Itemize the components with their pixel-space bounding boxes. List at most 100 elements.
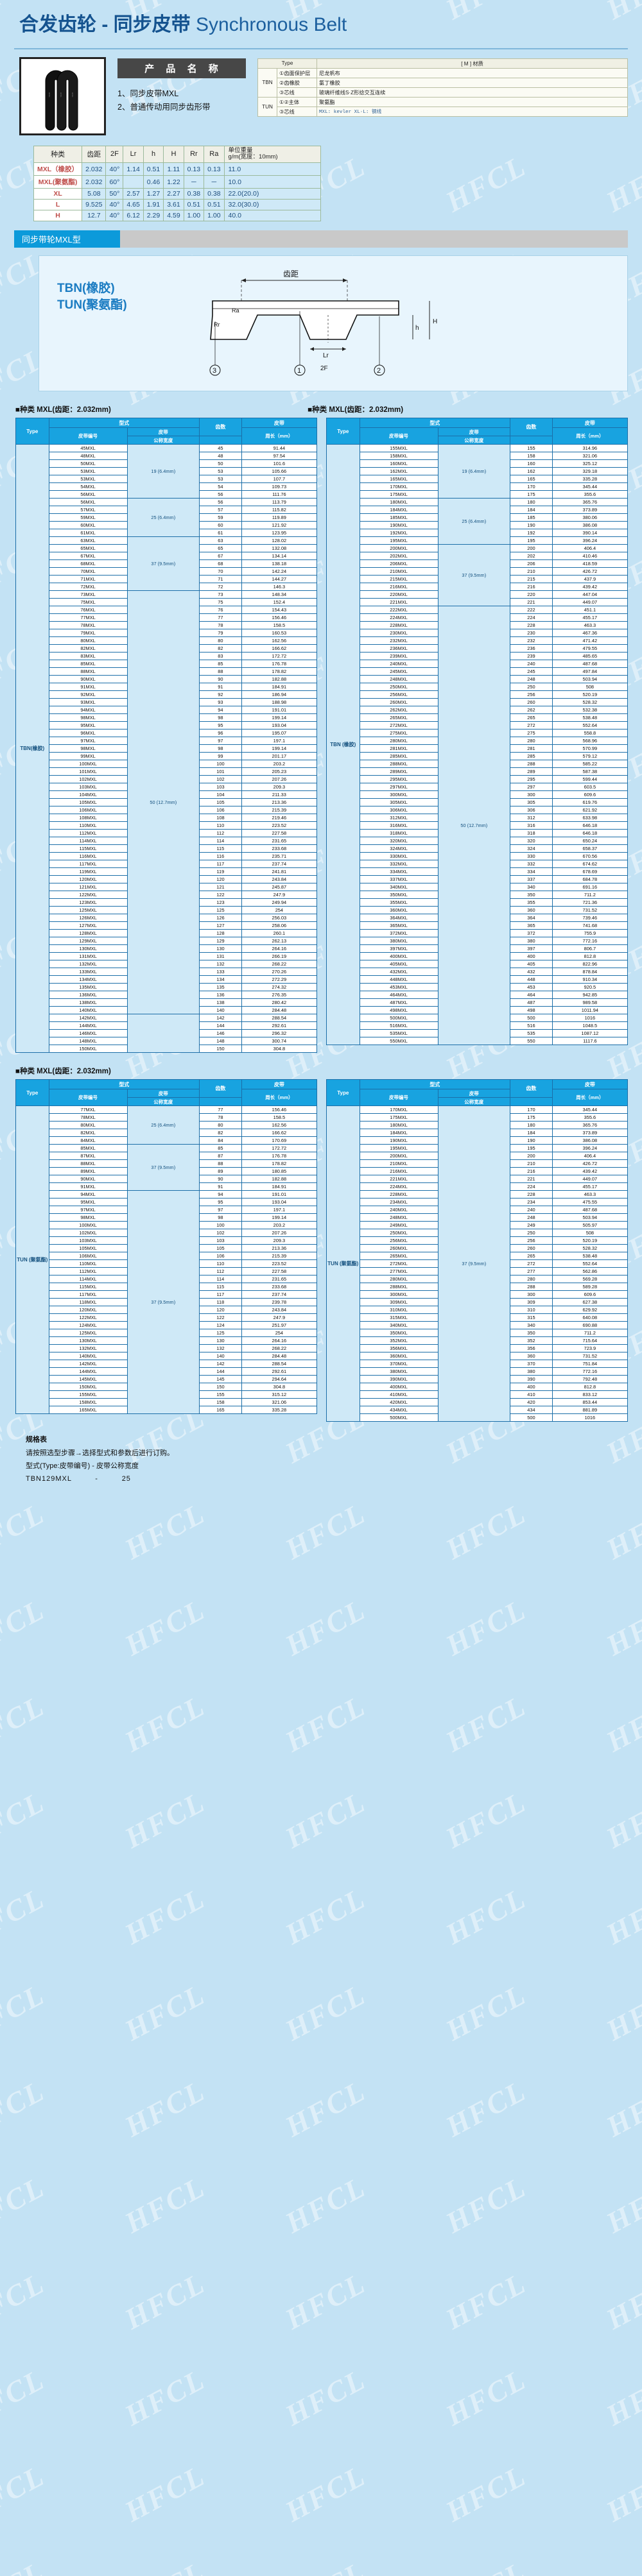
product-name-item: 2、普通传动用同步齿形带 [117, 103, 211, 112]
belt-model-cell: 516MXL [359, 1021, 438, 1030]
belt-length-cell: 528.32 [551, 698, 629, 707]
belt-length-cell: 579.12 [551, 752, 629, 761]
belt-model-cell: 85MXL [48, 1144, 128, 1153]
belt-model-cell: 206MXL [359, 559, 438, 568]
spec-weight-cell: 40.0 [223, 210, 321, 222]
belt-table-row: 250MXL 250 508 [327, 1229, 629, 1238]
belt-table-row: 140MXL 140 284.48 [16, 1006, 318, 1015]
belt-illustration-icon: HFCL HFCL HFCL [45, 70, 78, 130]
belt-table-row: 89MXL 89 180.85 [16, 1167, 318, 1176]
spec-value-cell: 9.525 [82, 199, 107, 211]
belt-table-row: 220MXL 220 447.04 [327, 590, 629, 599]
belt-length-cell: 115.82 [241, 506, 318, 515]
spec-kind-cell: MXL（橡胶） [33, 162, 83, 176]
belt-length-cell: 142.24 [241, 567, 318, 576]
belt-table-row: 165MXL 165 335.28 [16, 1406, 318, 1415]
belt-teeth-cell: 245 [510, 667, 553, 676]
belt-model-cell: 184MXL [359, 1129, 438, 1138]
belt-model-cell: 310MXL [359, 1306, 438, 1315]
belt-teeth-cell: 224 [510, 1182, 553, 1191]
belt-teeth-cell: 170 [510, 482, 553, 491]
belt-teeth-cell: 115 [199, 844, 242, 853]
belt-teeth-cell: 124 [199, 1321, 242, 1330]
belt-col-model: 皮带编号 [48, 1089, 128, 1107]
spec-table: 种类 齿距 2F Lr h H Rr Ra 单位重量 g/m(宽度：10mm) MXL（橡胶） 2.… [33, 145, 321, 222]
belt-length-cell: 148.34 [241, 590, 318, 599]
spec-kind-cell: H [33, 210, 83, 222]
belt-model-cell: 118MXL [48, 1298, 128, 1307]
material-type-cell: TBN [257, 67, 277, 98]
belt-teeth-cell: 85 [199, 660, 242, 669]
watermark-text: HFCL [600, 2266, 642, 2336]
belt-model-cell: 145MXL [48, 1375, 128, 1384]
belt-model-cell: 397MXL [359, 944, 438, 953]
spec-header-cell: Ra [204, 145, 225, 164]
belt-model-cell: 110MXL [48, 821, 128, 830]
belt-table-row: 332MXL 332 674.62 [327, 860, 629, 869]
belt-header-row-3: 公称宽度 [16, 1097, 317, 1107]
belt-teeth-cell: 272 [510, 721, 553, 730]
belt-teeth-cell: 133 [199, 968, 242, 977]
belt-model-cell: 280MXL [359, 737, 438, 746]
belt-model-cell: 150MXL [48, 1383, 128, 1392]
belt-model-cell: 232MXL [359, 636, 438, 645]
belt-model-cell: 280MXL [359, 1275, 438, 1284]
belt-model-cell: 122MXL [48, 891, 128, 900]
belt-table-row: 95MXL 95 193.04 [16, 1198, 318, 1207]
watermark-text: HFCL [0, 2555, 50, 2576]
belt-table-row: 281MXL 281 570.99 [327, 744, 629, 753]
belt-teeth-cell: 88 [199, 667, 242, 676]
belt-length-cell: 418.59 [551, 559, 629, 568]
belt-teeth-cell: 158 [510, 452, 553, 461]
belt-teeth-cell: 305 [510, 798, 553, 807]
watermark-text: HFCL [440, 1592, 532, 1662]
belt-col-form: 型式 [48, 418, 200, 429]
belt-table-row: 56MXL 25 (6.4mm) 56 113.79 [16, 498, 318, 538]
belt-length-cell: 910.34 [551, 975, 629, 984]
belt-teeth-cell: 272 [510, 1259, 553, 1268]
belt-model-cell: 105MXL [48, 798, 128, 807]
watermark-text: HFCL [279, 1881, 371, 1951]
belt-length-cell: 268.22 [241, 1344, 318, 1353]
belt-model-cell: 70MXL [48, 567, 128, 576]
belt-model-cell: 360MXL [359, 906, 438, 915]
belt-teeth-cell: 103 [199, 783, 242, 792]
belt-teeth-cell: 129 [199, 937, 242, 946]
belt-model-cell: 78MXL [48, 1113, 128, 1122]
belt-length-cell: 138.18 [241, 559, 318, 568]
belt-table-row: 150MXL 150 304.8 [16, 1383, 318, 1392]
belt-length-cell: 503.94 [551, 675, 629, 684]
belt-teeth-cell: 350 [510, 891, 553, 900]
belt-model-cell: 330MXL [359, 852, 438, 861]
belt-teeth-cell: 101 [199, 767, 242, 776]
svg-text:Ra: Ra [232, 307, 239, 314]
belt-model-cell: 184MXL [359, 506, 438, 515]
belt-teeth-cell: 112 [199, 829, 242, 838]
belt-teeth-cell: 134 [199, 975, 242, 984]
belt-length-cell: 237.74 [241, 1290, 318, 1299]
belt-teeth-cell: 82 [199, 1129, 242, 1138]
belt-table-row: 116MXL 116 235.71 [16, 852, 318, 861]
belt-teeth-cell: 236 [510, 644, 553, 653]
belt-model-cell: 202MXL [359, 552, 438, 561]
belt-model-cell: 300MXL [359, 1290, 438, 1299]
belt-model-cell: 380MXL [359, 1367, 438, 1376]
belt-table-row: 138MXL 138 280.42 [16, 998, 318, 1007]
material-part-cell: ①齿面保护层 [277, 67, 317, 78]
svg-text:2F: 2F [320, 365, 328, 372]
belt-length-cell: 878.84 [551, 968, 629, 977]
belt-teeth-cell: 350 [510, 1329, 553, 1338]
footer-line-1: 请按照选型步骤→选择型式和参数后进行订购。 [26, 1449, 174, 1457]
belt-table-row: 306MXL 306 621.92 [327, 806, 629, 815]
spec-value-cell: 0.13 [183, 162, 205, 176]
belt-teeth-cell: 210 [510, 567, 553, 576]
belt-model-cell: 380MXL [359, 937, 438, 946]
belt-teeth-cell: 280 [510, 1275, 553, 1284]
belt-length-cell: 201.17 [241, 752, 318, 761]
belt-length-cell: 439.42 [551, 583, 629, 592]
belt-model-cell: 102MXL [48, 775, 128, 784]
belt-teeth-cell: 280 [510, 737, 553, 746]
belt-table-row: 115MXL 115 233.68 [16, 844, 318, 853]
belt-teeth-cell: 45 [199, 444, 242, 453]
watermark-text: HFCL [440, 2266, 532, 2336]
